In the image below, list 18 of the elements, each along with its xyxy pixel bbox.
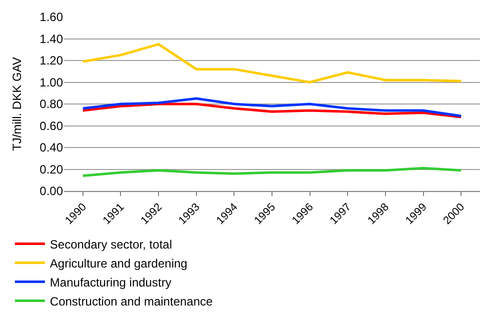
legend-label: Manufacturing industry (50, 275, 172, 290)
line-series (82, 166, 462, 178)
line-series (82, 97, 462, 118)
y-axis-title: TJ/mill. DKK GAV (10, 57, 24, 151)
line-series (82, 42, 462, 84)
legend-label: Agriculture and gardening (50, 256, 188, 270)
y-tick-label: 1.00 (40, 75, 64, 90)
y-tick-label: 0.60 (40, 118, 64, 133)
legend-label: Secondary sector, total (50, 237, 172, 252)
y-tick-label: 0.80 (40, 97, 64, 112)
y-tick-label: 0.00 (40, 184, 64, 198)
line-series (82, 102, 462, 118)
y-tick-label: 1.20 (40, 54, 64, 68)
y-tick-label: 0.40 (40, 140, 64, 155)
y-tick-label: 1.40 (40, 32, 64, 46)
y-tick-label: 1.60 (40, 10, 64, 24)
y-tick-label: 0.20 (40, 162, 64, 176)
legend-label: Construction and maintenance (50, 294, 214, 308)
